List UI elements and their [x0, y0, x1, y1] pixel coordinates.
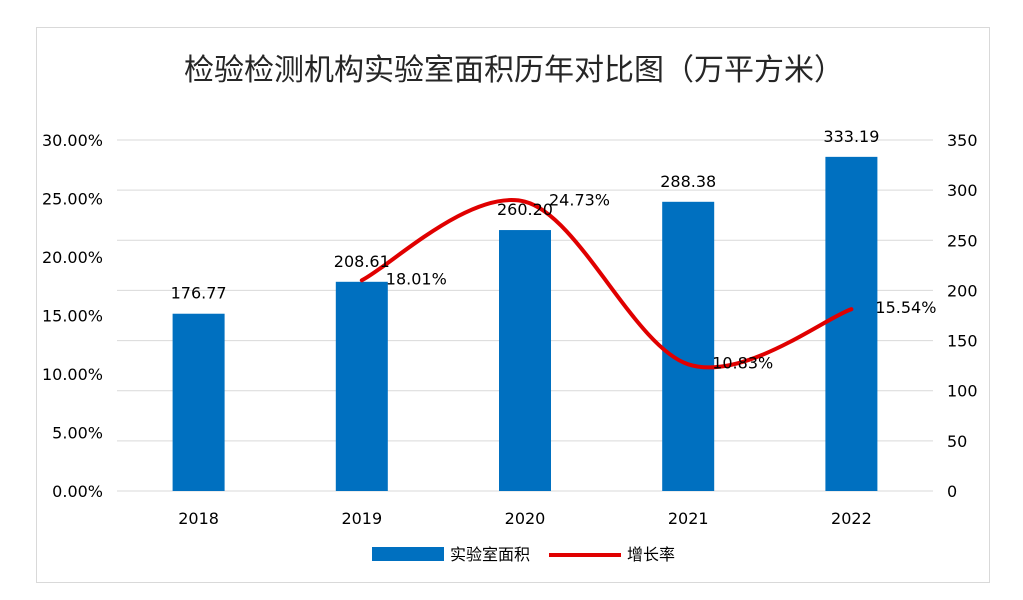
right-axis-tick: 350	[947, 131, 978, 150]
x-axis-tick: 2021	[668, 509, 709, 528]
chart-title: 检验检测机构实验室面积历年对比图（万平方米）	[184, 53, 844, 88]
right-axis-tick: 200	[947, 281, 978, 300]
legend: 实验室面积 增长率	[372, 545, 675, 564]
bar-series	[172, 156, 878, 491]
line-value-label: 18.01%	[386, 269, 447, 288]
legend-bar-swatch	[372, 547, 444, 561]
x-axis-tick: 2022	[831, 509, 872, 528]
bar	[825, 156, 878, 491]
bar-value-label: 260.20	[497, 200, 553, 219]
left-axis-tick: 15.00%	[42, 307, 103, 326]
chart-svg: 检验检测机构实验室面积历年对比图（万平方米） 0 50 100 150 200 250 30…	[42, 53, 978, 564]
left-axis-tick: 5.00%	[52, 424, 103, 443]
bar-value-label: 208.61	[334, 252, 390, 271]
legend-label: 实验室面积	[450, 545, 530, 564]
line-series	[359, 198, 854, 370]
growth-rate-line	[359, 198, 854, 370]
left-axis-tick: 0.00%	[52, 482, 103, 501]
right-axis-tick: 50	[947, 432, 967, 451]
x-axis-tick: 2019	[341, 509, 382, 528]
left-axis-tick: 25.00%	[42, 190, 103, 209]
left-axis-tick: 30.00%	[42, 131, 103, 150]
left-axis-tick: 20.00%	[42, 248, 103, 267]
bar-value-label: 333.19	[823, 127, 879, 146]
right-axis-tick: 300	[947, 181, 978, 200]
x-axis-tick: 2020	[505, 509, 546, 528]
axes: 0 50 100 150 200 250 300 350 0.00% 5.00% 10.00% 15.…	[42, 131, 978, 528]
line-value-label: 10.83%	[712, 353, 773, 372]
bar-value-label: 288.38	[660, 172, 716, 191]
bar	[335, 281, 388, 491]
bar	[172, 313, 225, 491]
right-axis-tick: 150	[947, 332, 978, 351]
bar-value-label: 176.77	[171, 284, 227, 303]
line-value-label: 24.73%	[549, 191, 610, 210]
right-axis-tick: 0	[947, 482, 957, 501]
chart-area: 检验检测机构实验室面积历年对比图（万平方米） 0 50 100 150 200 250 30…	[36, 27, 990, 583]
bar	[499, 230, 551, 491]
x-axis-tick: 2018	[178, 509, 219, 528]
right-axis-tick: 100	[947, 382, 978, 401]
line-value-label: 15.54%	[875, 298, 936, 317]
legend-label: 增长率	[627, 545, 675, 564]
bar	[662, 201, 715, 491]
right-axis-tick: 250	[947, 231, 978, 250]
left-axis-tick: 10.00%	[42, 365, 103, 384]
data-labels: 176.77 208.61 260.20 288.38 333.19 18.01% 24.7…	[171, 127, 937, 372]
